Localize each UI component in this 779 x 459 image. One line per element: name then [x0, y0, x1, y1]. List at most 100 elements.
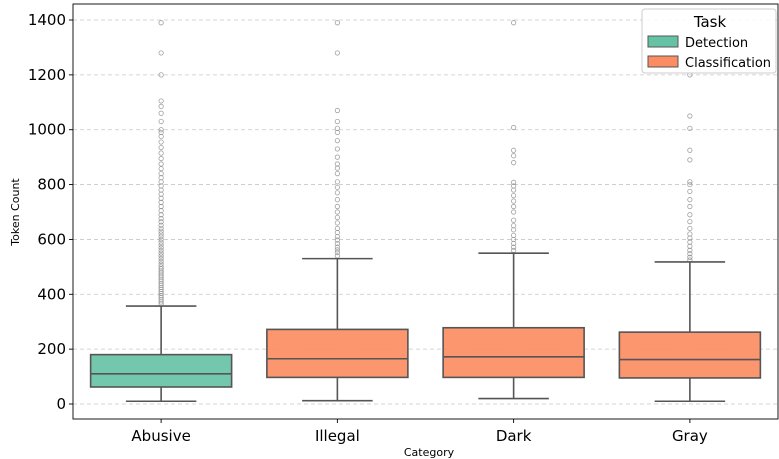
outlier-point	[334, 125, 340, 131]
outlier-point	[334, 118, 340, 125]
outlier-point	[334, 244, 340, 250]
x-tick-label: Illegal	[315, 427, 360, 445]
outlier-point	[334, 220, 340, 226]
outlier-point	[511, 147, 517, 153]
outlier-point	[158, 222, 164, 228]
outlier-point	[158, 171, 164, 177]
outlier-point	[158, 231, 164, 237]
y-ticks: 0 200 400 600 800 1000 1200 1400	[28, 11, 73, 413]
x-axis-label: Category	[404, 446, 455, 459]
outlier-point	[687, 181, 693, 188]
outlier-point	[334, 50, 340, 56]
outlier-point	[158, 103, 164, 110]
outlier-point	[158, 215, 164, 222]
outlier-point	[158, 127, 164, 133]
legend-swatch-classification	[647, 55, 679, 68]
outlier-point	[511, 244, 517, 250]
y-tick-label: 0	[56, 395, 66, 413]
outlier-point	[158, 219, 164, 225]
outlier-point	[158, 98, 164, 104]
outlier-point	[334, 107, 340, 114]
outlier-point	[687, 125, 693, 131]
axes	[72, 3, 779, 420]
outlier-point	[158, 161, 164, 167]
outlier-point	[334, 184, 340, 190]
outlier-points	[158, 20, 693, 307]
y-tick-label: 1200	[28, 66, 66, 84]
outlier-point	[334, 179, 340, 185]
outlier-point	[334, 197, 340, 203]
legend-label-classification: Classification	[685, 56, 771, 71]
outlier-point	[158, 20, 164, 26]
outlier-point	[687, 188, 693, 195]
outlier-point	[511, 160, 517, 166]
outlier-point	[511, 124, 517, 131]
outlier-point	[687, 197, 693, 203]
outlier-point	[158, 225, 164, 232]
outlier-point	[334, 203, 340, 210]
outlier-point	[511, 232, 517, 238]
outlier-point	[511, 217, 517, 223]
outlier-point	[334, 214, 340, 221]
box-illegal	[266, 328, 409, 379]
outlier-point	[158, 155, 164, 162]
y-tick-label: 1400	[28, 11, 66, 29]
outlier-point	[334, 138, 340, 144]
outlier-point	[687, 225, 693, 232]
outlier-point	[158, 228, 164, 234]
outlier-point	[334, 20, 340, 26]
outlier-point	[334, 237, 340, 243]
legend: Task Detection Classification	[641, 8, 777, 74]
outlier-point	[687, 231, 693, 237]
outlier-point	[334, 171, 340, 177]
box-abusive	[89, 353, 233, 388]
outlier-point	[511, 192, 517, 199]
outlier-point	[334, 225, 340, 232]
outlier-point	[511, 183, 517, 189]
outlier-point	[687, 254, 693, 260]
outlier-point	[687, 219, 693, 225]
outlier-point	[687, 203, 693, 210]
outlier-point	[334, 247, 340, 253]
outlier-point	[158, 144, 164, 151]
y-tick-label: 400	[37, 285, 66, 303]
y-tick-label: 200	[37, 340, 66, 358]
outlier-point	[158, 166, 164, 172]
outlier-point	[158, 258, 164, 264]
outlier-point	[511, 223, 517, 229]
y-tick-label: 1000	[28, 121, 66, 139]
outlier-point	[334, 240, 340, 247]
outlier-point	[687, 212, 693, 218]
x-ticks: Abusive Illegal Dark Gray	[131, 419, 708, 445]
outlier-point	[158, 245, 164, 251]
outlier-point	[511, 198, 517, 204]
legend-swatch-detection	[647, 35, 679, 48]
box-dark	[442, 326, 585, 379]
outlier-point	[158, 72, 164, 78]
outlier-point	[687, 157, 693, 163]
outlier-point	[158, 129, 164, 136]
outlier-point	[158, 236, 164, 243]
outlier-point	[511, 153, 517, 159]
outlier-point	[158, 247, 164, 253]
outlier-point	[158, 264, 164, 270]
x-tick-label: Gray	[672, 427, 708, 445]
outlier-point	[687, 147, 693, 153]
outlier-point	[158, 261, 164, 267]
grid-lines	[73, 19, 778, 405]
box-gray	[618, 331, 762, 379]
boxes	[89, 252, 762, 403]
outlier-point	[334, 161, 340, 167]
outlier-point	[334, 249, 340, 256]
y-axis-label: Token Count	[9, 178, 22, 247]
outlier-point	[158, 110, 164, 116]
outlier-point	[158, 139, 164, 145]
outlier-point	[158, 150, 164, 156]
outlier-point	[334, 209, 340, 215]
outlier-point	[158, 118, 164, 125]
outlier-point	[511, 20, 517, 26]
outlier-point	[687, 113, 693, 119]
legend-title: Task	[693, 13, 727, 31]
outlier-point	[158, 234, 164, 240]
